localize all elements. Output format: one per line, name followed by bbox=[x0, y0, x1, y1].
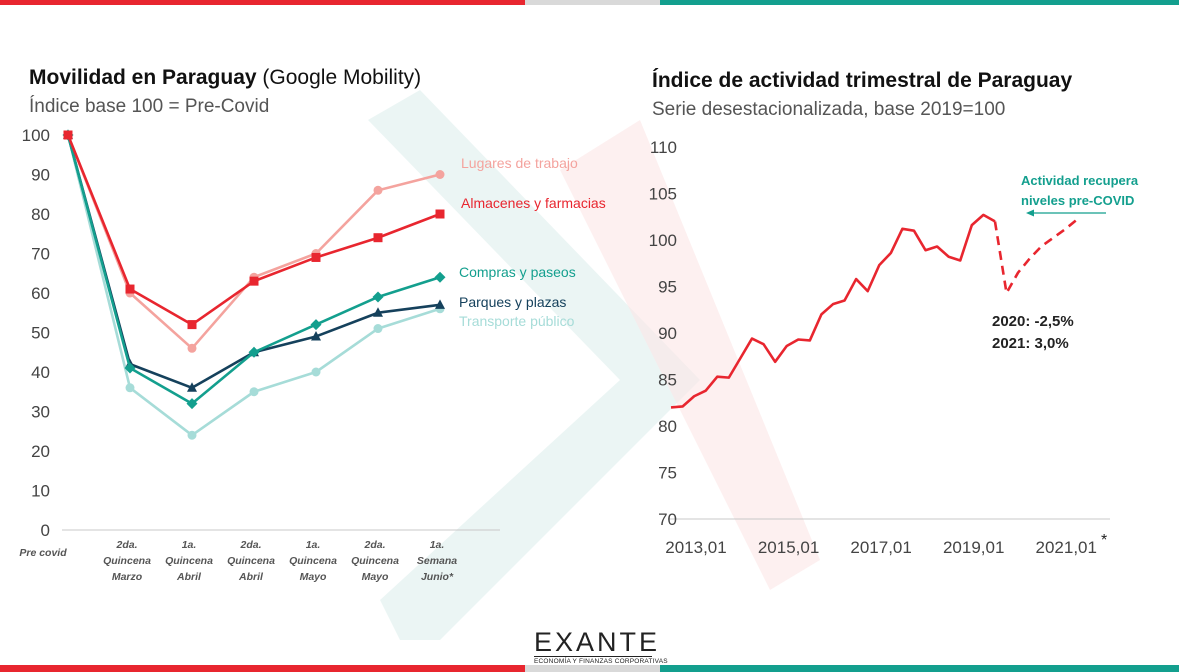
annotation-line1: Actividad recupera bbox=[1021, 173, 1139, 188]
bottom-bar-grey bbox=[525, 665, 660, 672]
data-point bbox=[311, 367, 321, 377]
x-tick-label: 2019,01 bbox=[943, 538, 1004, 557]
y-tick-label: 100 bbox=[649, 231, 677, 250]
annotation-line2: niveles pre-COVID bbox=[1021, 193, 1135, 208]
data-point bbox=[63, 130, 73, 140]
bottom-bar-teal bbox=[660, 665, 1179, 672]
y-tick-label: 80 bbox=[658, 417, 677, 436]
y-tick-label: 10 bbox=[31, 482, 50, 501]
data-point bbox=[187, 320, 197, 330]
data-point bbox=[435, 299, 445, 309]
data-point bbox=[187, 382, 197, 392]
note-2021: 2021: 3,0% bbox=[992, 335, 1069, 352]
data-point bbox=[124, 362, 136, 374]
activity-line bbox=[670, 213, 996, 409]
asterisk: * bbox=[1101, 532, 1108, 549]
data-point bbox=[373, 233, 383, 243]
y-tick-label: 95 bbox=[658, 278, 677, 297]
x-tick-label: 2015,01 bbox=[758, 538, 819, 557]
y-tick-label: 20 bbox=[31, 442, 50, 461]
x-tick-label: 2021,01 bbox=[1036, 538, 1097, 557]
arrow-head bbox=[1026, 209, 1034, 217]
logo-tagline: ECONOMÍA Y FINANZAS CORPORATIVAS bbox=[534, 656, 668, 665]
data-point bbox=[125, 284, 135, 294]
data-point bbox=[310, 319, 322, 331]
y-tick-label: 85 bbox=[658, 371, 677, 390]
y-tick-label: 50 bbox=[31, 324, 50, 343]
left-chart-subtitle: Índice base 100 = Pre-Covid bbox=[29, 96, 270, 117]
data-point bbox=[187, 430, 197, 440]
data-point bbox=[248, 346, 260, 358]
y-tick-label: 30 bbox=[31, 403, 50, 422]
x-tick-label: 1a. Quincena Mayo bbox=[289, 539, 337, 583]
left-chart-title: Movilidad en Paraguay (Google Mobility) bbox=[29, 66, 421, 90]
annotation-recovery: Actividad recupera niveles pre-COVID bbox=[1021, 171, 1138, 211]
legend-label: Almacenes y farmacias bbox=[461, 195, 606, 211]
x-tick-label: 2da. Quincena Abril bbox=[227, 539, 275, 583]
data-point bbox=[435, 209, 445, 219]
y-tick-label: 0 bbox=[41, 521, 50, 540]
x-tick-label: 1a. Quincena Abril bbox=[165, 539, 213, 583]
x-tick-label: 2013,01 bbox=[665, 538, 726, 557]
left-title-light: (Google Mobility) bbox=[262, 66, 422, 89]
data-point bbox=[372, 291, 384, 303]
data-point bbox=[187, 343, 197, 353]
legend-label: Transporte público bbox=[459, 313, 575, 329]
left-title-bold: Movilidad en Paraguay bbox=[29, 66, 257, 89]
data-point bbox=[311, 330, 321, 341]
data-point bbox=[373, 324, 383, 334]
y-tick-label: 90 bbox=[31, 166, 50, 185]
data-point bbox=[373, 307, 383, 317]
data-point bbox=[125, 383, 135, 393]
y-tick-label: 60 bbox=[31, 284, 50, 303]
data-point bbox=[311, 252, 321, 262]
y-tick-label: 80 bbox=[31, 205, 50, 224]
logo-word: EXANTE bbox=[534, 627, 661, 657]
y-tick-label: 70 bbox=[658, 510, 677, 529]
data-point bbox=[434, 271, 446, 283]
note-2020: 2020: -2,5% bbox=[992, 313, 1074, 330]
right-chart-subtitle: Serie desestacionalizada, base 2019=100 bbox=[652, 99, 1006, 120]
projection-line bbox=[993, 219, 1077, 295]
data-point bbox=[435, 170, 445, 179]
legend-label: Lugares de trabajo bbox=[461, 155, 578, 171]
x-tick-label: 2da. Quincena Marzo bbox=[103, 539, 151, 583]
x-tick-label: 2017,01 bbox=[850, 538, 911, 557]
data-point bbox=[249, 387, 259, 397]
y-tick-label: 90 bbox=[658, 324, 677, 343]
data-point bbox=[373, 185, 383, 195]
y-tick-label: 70 bbox=[31, 245, 50, 264]
exante-logo: EXANTE ECONOMÍA Y FINANZAS CORPORATIVAS bbox=[534, 627, 668, 665]
y-tick-label: 105 bbox=[649, 185, 677, 204]
top-bar-grey bbox=[525, 0, 660, 5]
top-bar-red bbox=[0, 0, 525, 5]
y-tick-label: 40 bbox=[31, 363, 50, 382]
bottom-bar-red bbox=[0, 665, 525, 672]
legend-label: Parques y plazas bbox=[459, 294, 566, 310]
right-chart-title: Índice de actividad trimestral de Paragu… bbox=[652, 69, 1073, 92]
y-tick-label: 75 bbox=[658, 464, 677, 483]
x-tick-label: 2da. Quincena Mayo bbox=[351, 539, 399, 583]
x-tick-label: Pre covid bbox=[19, 547, 67, 559]
top-bar-teal bbox=[660, 0, 1179, 5]
legend-label: Compras y paseos bbox=[459, 264, 576, 280]
x-tick-label: 1a. Semana Junio* bbox=[417, 539, 457, 583]
data-point bbox=[249, 276, 259, 286]
growth-notes: 2020: -2,5% 2021: 3,0% bbox=[992, 311, 1074, 355]
y-tick-label: 100 bbox=[22, 126, 50, 145]
data-point bbox=[186, 398, 198, 410]
y-tick-label: 110 bbox=[650, 138, 677, 157]
